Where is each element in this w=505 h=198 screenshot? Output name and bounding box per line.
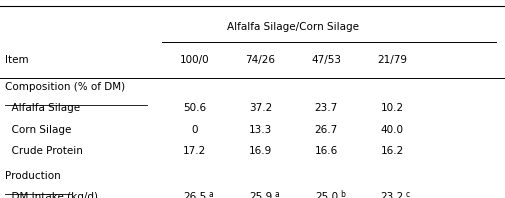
Text: 16.2: 16.2: [380, 146, 403, 156]
Text: 25.9: 25.9: [248, 192, 272, 198]
Text: c: c: [405, 190, 409, 198]
Text: 47/53: 47/53: [311, 55, 341, 66]
Text: a: a: [208, 190, 213, 198]
Text: 16.9: 16.9: [248, 146, 272, 156]
Text: 25.0: 25.0: [314, 192, 337, 198]
Text: Alfalfa Silage: Alfalfa Silage: [5, 103, 80, 113]
Text: 21/79: 21/79: [376, 55, 407, 66]
Text: Item: Item: [5, 55, 29, 66]
Text: Crude Protein: Crude Protein: [5, 146, 83, 156]
Text: 26.7: 26.7: [314, 125, 337, 135]
Text: a: a: [274, 190, 278, 198]
Text: 26.5: 26.5: [183, 192, 206, 198]
Text: 100/0: 100/0: [180, 55, 209, 66]
Text: 50.6: 50.6: [183, 103, 206, 113]
Text: DM Intake (kg/d): DM Intake (kg/d): [5, 192, 98, 198]
Text: 16.6: 16.6: [314, 146, 337, 156]
Text: 40.0: 40.0: [380, 125, 403, 135]
Text: 23.2: 23.2: [380, 192, 403, 198]
Text: 10.2: 10.2: [380, 103, 403, 113]
Text: 17.2: 17.2: [183, 146, 206, 156]
Text: 74/26: 74/26: [245, 55, 275, 66]
Text: 0: 0: [191, 125, 197, 135]
Text: Composition (% of DM): Composition (% of DM): [5, 82, 125, 92]
Text: Production: Production: [5, 171, 61, 181]
Text: Corn Silage: Corn Silage: [5, 125, 71, 135]
Text: 23.7: 23.7: [314, 103, 337, 113]
Text: b: b: [339, 190, 344, 198]
Text: Alfalfa Silage/Corn Silage: Alfalfa Silage/Corn Silage: [227, 22, 359, 32]
Text: 13.3: 13.3: [248, 125, 272, 135]
Text: 37.2: 37.2: [248, 103, 272, 113]
